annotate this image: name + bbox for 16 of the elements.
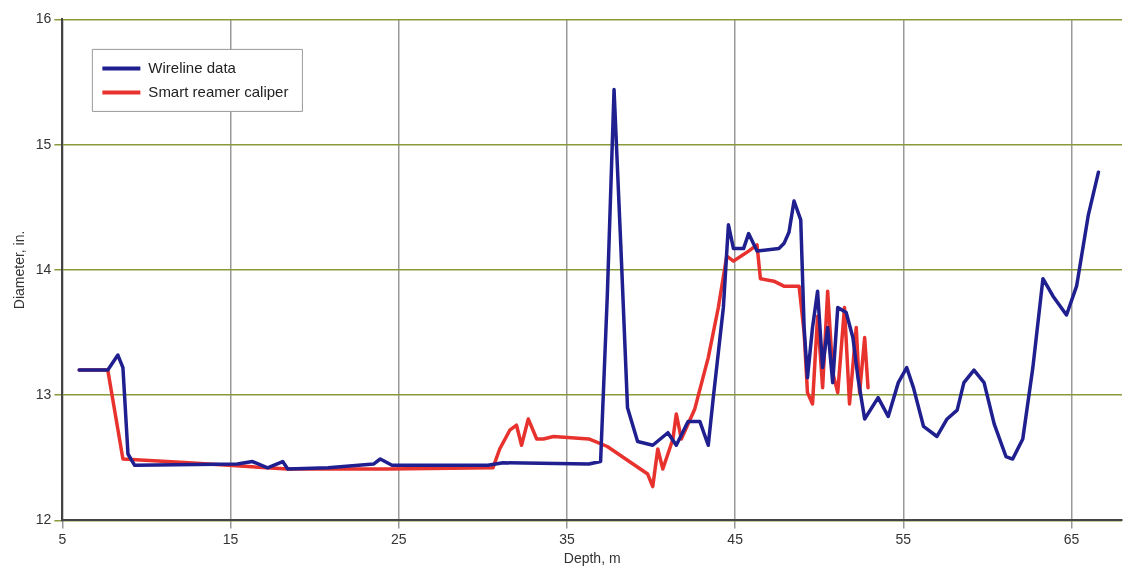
- y-axis-title: Diameter, in.: [11, 230, 28, 310]
- y-tick-label: 12: [35, 511, 52, 528]
- x-tick-label: 45: [727, 530, 744, 547]
- x-tick-label: 5: [58, 530, 67, 547]
- x-tick-label: 35: [559, 530, 575, 547]
- x-tick-label: 25: [390, 530, 407, 547]
- y-tick-label: 16: [35, 10, 52, 27]
- x-tick-label: 65: [1063, 530, 1080, 547]
- legend-label: Smart reamer caliper: [148, 82, 289, 100]
- x-tick-label: 55: [895, 530, 912, 547]
- y-tick-label: 14: [35, 260, 52, 277]
- x-axis-title: Depth, m: [563, 550, 621, 567]
- y-tick-label: 13: [35, 386, 52, 403]
- x-tick-label: 15: [222, 530, 239, 547]
- y-tick-label: 15: [35, 135, 52, 152]
- legend-label: Wireline data: [148, 58, 237, 76]
